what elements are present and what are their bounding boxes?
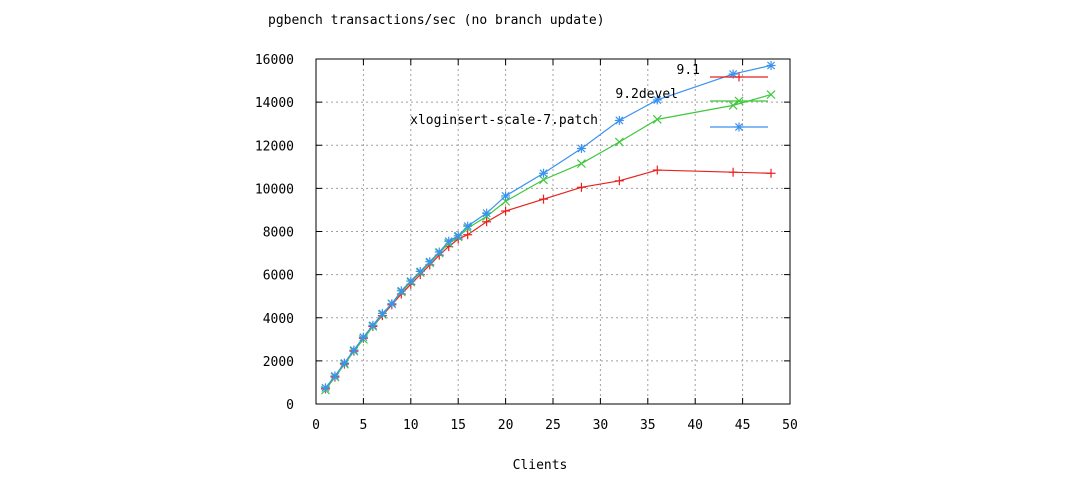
series-line — [324, 94, 772, 391]
x-tick-label: 20 — [498, 418, 514, 433]
x-tick-label: 10 — [403, 418, 419, 433]
y-tick-label: 12000 — [255, 139, 294, 154]
data-point — [434, 247, 444, 257]
legend-label: xloginsert-scale-7.patch — [410, 113, 598, 128]
x-tick-label: 40 — [687, 418, 703, 433]
data-point — [349, 345, 359, 355]
data-point — [652, 165, 662, 175]
data-point — [339, 358, 349, 368]
y-tick-label: 14000 — [255, 96, 294, 111]
data-point — [368, 320, 378, 330]
x-tick-label: 0 — [312, 418, 320, 433]
data-point — [728, 167, 738, 177]
data-point — [539, 175, 548, 185]
x-tick-label: 25 — [545, 418, 561, 433]
y-tick-label: 0 — [286, 398, 294, 413]
y-tick-label: 2000 — [263, 355, 294, 370]
data-point — [377, 308, 387, 318]
legend: 9.1 9.2devel xloginsert-scale-7.patch — [410, 63, 768, 132]
grid — [316, 59, 790, 404]
legend-label: 9.1 — [677, 63, 700, 78]
data-point — [501, 191, 511, 201]
legend-marker — [734, 96, 744, 106]
data-point — [766, 90, 776, 100]
data-point — [320, 383, 330, 393]
data-point — [358, 332, 368, 342]
data-point — [406, 276, 416, 286]
data-point — [539, 194, 549, 204]
data-point — [330, 371, 340, 381]
data-point — [766, 168, 776, 178]
data-point — [728, 100, 738, 110]
data-point — [576, 159, 586, 169]
series-line — [325, 169, 772, 390]
data-point — [463, 221, 473, 231]
data-point — [576, 182, 586, 192]
data-point — [614, 137, 624, 147]
chart-title: pgbench transactions/sec (no branch upda… — [268, 13, 605, 28]
data-point — [396, 286, 406, 296]
data-point — [444, 236, 454, 246]
x-tick-label: 50 — [782, 418, 798, 433]
x-tick-label: 45 — [735, 418, 751, 433]
series-1 — [321, 90, 776, 395]
data-point — [539, 168, 549, 178]
data-point — [614, 176, 624, 186]
y-tick-label: 4000 — [263, 312, 294, 327]
data-point — [387, 299, 397, 309]
data-point — [501, 206, 511, 216]
data-point — [482, 208, 492, 218]
legend-marker — [734, 72, 744, 82]
axis-ticks: 0 5 10 15 20 25 30 35 40 45 50 0 2000 4000 6000 8000 100… — [255, 53, 798, 433]
data-point — [614, 115, 624, 125]
series-group — [320, 60, 776, 395]
series-2 — [320, 60, 776, 393]
y-tick-label: 6000 — [263, 269, 294, 284]
x-tick-label: 15 — [450, 418, 466, 433]
data-point — [415, 266, 425, 276]
x-tick-label: 5 — [359, 418, 367, 433]
data-point — [482, 217, 492, 227]
data-point — [453, 231, 463, 241]
x-tick-label: 30 — [593, 418, 609, 433]
legend-marker — [734, 122, 744, 132]
y-tick-label: 16000 — [255, 53, 294, 68]
x-axis-label: Clients — [513, 458, 568, 473]
y-tick-label: 10000 — [255, 182, 294, 197]
y-tick-label: 8000 — [263, 226, 294, 241]
x-tick-label: 35 — [640, 418, 656, 433]
data-point — [652, 114, 662, 124]
legend-label: 9.2devel — [615, 87, 678, 102]
data-point — [652, 95, 662, 105]
series-0 — [320, 165, 776, 394]
data-point — [766, 60, 776, 70]
data-point — [463, 230, 473, 240]
data-point — [576, 143, 586, 153]
data-point — [425, 257, 435, 267]
